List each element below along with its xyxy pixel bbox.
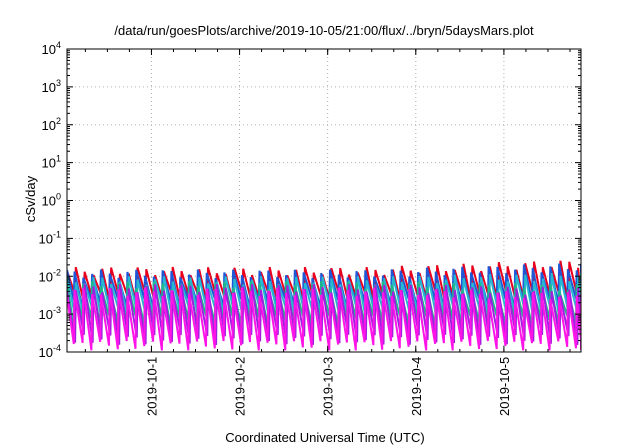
chart-title: /data/run/goesPlots/archive/2019-10-05/2…: [114, 23, 534, 38]
y-tick-label: 102: [42, 116, 61, 133]
y-tick-exponent: 3: [56, 78, 61, 88]
y-tick-base: 10: [42, 156, 56, 171]
x-tick-labels: 2019-10-1 2019-10-2 2019-10-3 2019-10-4 2019…: [144, 357, 511, 416]
y-tick-base: 10: [42, 194, 56, 209]
series-group: [67, 260, 581, 351]
series-line-6: [67, 287, 581, 351]
y-tick-base: 10: [42, 118, 56, 133]
y-axis-label: cSv/day: [23, 175, 38, 222]
y-tick-exponent: -1: [53, 229, 61, 239]
y-tick-label: 104: [42, 40, 61, 57]
y-tick-base: 10: [39, 269, 53, 284]
x-axis-label: Coordinated Universal Time (UTC): [225, 430, 424, 445]
y-tick-label: 100: [42, 192, 61, 209]
y-tick-exponent: 1: [56, 154, 61, 164]
y-tick-exponent: -4: [53, 343, 61, 353]
x-tick-label: 2019-10-5: [497, 357, 512, 416]
y-tick-exponent: 0: [56, 192, 61, 202]
y-tick-base: 10: [39, 307, 53, 322]
y-tick-exponent: 4: [56, 40, 61, 50]
y-tick-label: 101: [42, 154, 61, 171]
y-tick-label: 103: [42, 78, 61, 95]
x-tick-label: 2019-10-3: [321, 357, 336, 416]
y-tick-exponent: 2: [56, 116, 61, 126]
y-tick-base: 10: [42, 42, 56, 57]
y-tick-label: 10-2: [39, 267, 61, 284]
y-tick-base: 10: [39, 345, 53, 360]
y-tick-label: 10-3: [39, 305, 61, 322]
tick-marks: [67, 48, 581, 353]
x-tick-label: 2019-10-1: [144, 357, 159, 416]
y-tick-base: 10: [42, 80, 56, 95]
x-tick-label: 2019-10-2: [233, 357, 248, 416]
y-tick-label: 10-4: [39, 343, 61, 360]
y-tick-exponent: -2: [53, 267, 61, 277]
x-tick-label: 2019-10-4: [409, 357, 424, 416]
y-tick-base: 10: [39, 231, 53, 246]
y-tick-exponent: -3: [53, 305, 61, 315]
y-tick-label: 10-1: [39, 229, 61, 246]
